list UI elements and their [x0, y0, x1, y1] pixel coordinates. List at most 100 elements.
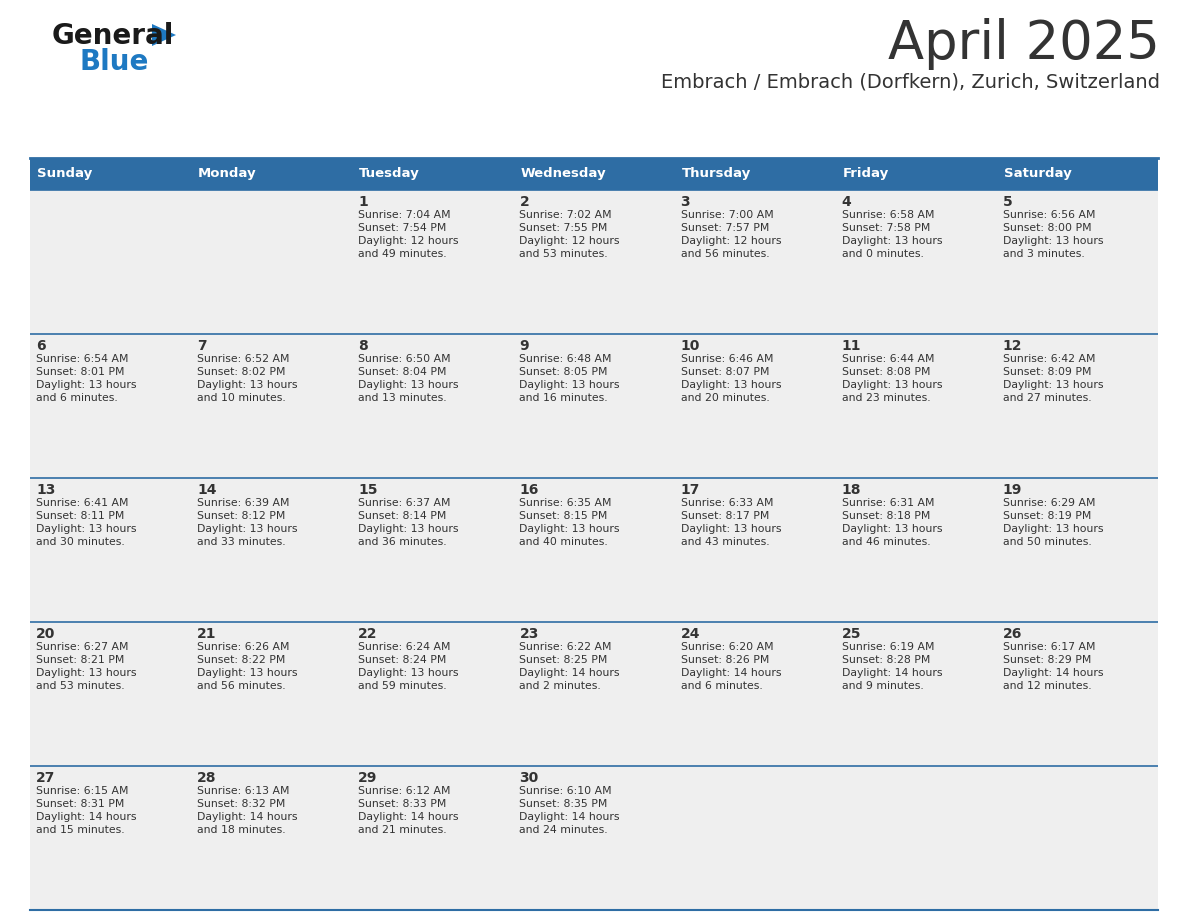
Text: Sunrise: 6:41 AM: Sunrise: 6:41 AM — [36, 498, 128, 508]
Text: Sunrise: 6:54 AM: Sunrise: 6:54 AM — [36, 354, 128, 364]
Text: Sunrise: 6:10 AM: Sunrise: 6:10 AM — [519, 786, 612, 796]
Text: Sunset: 7:54 PM: Sunset: 7:54 PM — [359, 223, 447, 233]
Polygon shape — [152, 24, 176, 46]
Text: and 9 minutes.: and 9 minutes. — [842, 681, 923, 691]
Text: Sunset: 8:11 PM: Sunset: 8:11 PM — [36, 511, 125, 521]
Text: Sunrise: 6:27 AM: Sunrise: 6:27 AM — [36, 642, 128, 652]
Text: and 6 minutes.: and 6 minutes. — [36, 393, 118, 403]
Text: and 40 minutes.: and 40 minutes. — [519, 537, 608, 547]
Text: 9: 9 — [519, 339, 529, 353]
Text: Tuesday: Tuesday — [359, 167, 421, 181]
Text: and 2 minutes.: and 2 minutes. — [519, 681, 601, 691]
Text: Daylight: 14 hours: Daylight: 14 hours — [359, 812, 459, 822]
Bar — [675, 334, 835, 478]
Text: and 6 minutes.: and 6 minutes. — [681, 681, 763, 691]
Text: Daylight: 14 hours: Daylight: 14 hours — [1003, 668, 1104, 678]
Text: Sunrise: 6:31 AM: Sunrise: 6:31 AM — [842, 498, 934, 508]
Text: Sunset: 7:58 PM: Sunset: 7:58 PM — [842, 223, 930, 233]
Text: Daylight: 13 hours: Daylight: 13 hours — [519, 380, 620, 390]
Text: 23: 23 — [519, 627, 539, 641]
Bar — [191, 478, 353, 622]
Text: Sunrise: 6:46 AM: Sunrise: 6:46 AM — [681, 354, 773, 364]
Bar — [513, 478, 675, 622]
Text: Daylight: 13 hours: Daylight: 13 hours — [197, 380, 298, 390]
Text: Blue: Blue — [80, 48, 150, 76]
Text: and 30 minutes.: and 30 minutes. — [36, 537, 125, 547]
Text: and 15 minutes.: and 15 minutes. — [36, 825, 125, 835]
Text: and 56 minutes.: and 56 minutes. — [197, 681, 286, 691]
Text: Sunrise: 6:24 AM: Sunrise: 6:24 AM — [359, 642, 450, 652]
Text: April 2025: April 2025 — [889, 18, 1159, 70]
Text: 1: 1 — [359, 195, 368, 209]
Text: Sunrise: 6:48 AM: Sunrise: 6:48 AM — [519, 354, 612, 364]
Text: Sunrise: 6:26 AM: Sunrise: 6:26 AM — [197, 642, 290, 652]
Text: General: General — [52, 22, 175, 50]
Text: Sunset: 8:33 PM: Sunset: 8:33 PM — [359, 799, 447, 809]
Text: 29: 29 — [359, 771, 378, 785]
Bar — [835, 622, 997, 766]
Text: Sunrise: 6:42 AM: Sunrise: 6:42 AM — [1003, 354, 1095, 364]
Text: and 43 minutes.: and 43 minutes. — [681, 537, 769, 547]
Text: and 33 minutes.: and 33 minutes. — [197, 537, 286, 547]
Text: Daylight: 14 hours: Daylight: 14 hours — [842, 668, 942, 678]
Text: Daylight: 14 hours: Daylight: 14 hours — [681, 668, 781, 678]
Text: and 56 minutes.: and 56 minutes. — [681, 249, 769, 259]
Text: Sunset: 8:07 PM: Sunset: 8:07 PM — [681, 367, 769, 377]
Bar — [835, 478, 997, 622]
Bar — [191, 766, 353, 910]
Text: 25: 25 — [842, 627, 861, 641]
Text: Sunset: 7:57 PM: Sunset: 7:57 PM — [681, 223, 769, 233]
Bar — [997, 190, 1158, 334]
Text: Daylight: 12 hours: Daylight: 12 hours — [359, 236, 459, 246]
Text: Daylight: 13 hours: Daylight: 13 hours — [36, 380, 137, 390]
Text: Sunset: 8:08 PM: Sunset: 8:08 PM — [842, 367, 930, 377]
Text: Sunrise: 7:00 AM: Sunrise: 7:00 AM — [681, 210, 773, 220]
Text: and 23 minutes.: and 23 minutes. — [842, 393, 930, 403]
Bar — [353, 334, 513, 478]
Text: 20: 20 — [36, 627, 56, 641]
Text: Sunset: 8:14 PM: Sunset: 8:14 PM — [359, 511, 447, 521]
Text: Sunrise: 6:19 AM: Sunrise: 6:19 AM — [842, 642, 934, 652]
Text: Daylight: 13 hours: Daylight: 13 hours — [359, 380, 459, 390]
Text: Daylight: 13 hours: Daylight: 13 hours — [842, 524, 942, 534]
Bar — [513, 334, 675, 478]
Bar — [513, 766, 675, 910]
Text: 5: 5 — [1003, 195, 1012, 209]
Text: Sunset: 8:32 PM: Sunset: 8:32 PM — [197, 799, 285, 809]
Text: 24: 24 — [681, 627, 700, 641]
Text: Sunrise: 6:15 AM: Sunrise: 6:15 AM — [36, 786, 128, 796]
Text: 14: 14 — [197, 483, 216, 497]
Text: and 13 minutes.: and 13 minutes. — [359, 393, 447, 403]
Bar — [191, 158, 353, 190]
Text: Sunset: 8:09 PM: Sunset: 8:09 PM — [1003, 367, 1092, 377]
Text: Sunrise: 6:17 AM: Sunrise: 6:17 AM — [1003, 642, 1095, 652]
Bar — [30, 190, 191, 334]
Text: Sunset: 8:02 PM: Sunset: 8:02 PM — [197, 367, 285, 377]
Bar — [30, 334, 191, 478]
Bar — [30, 478, 191, 622]
Bar — [675, 190, 835, 334]
Text: 27: 27 — [36, 771, 56, 785]
Bar — [513, 190, 675, 334]
Text: Daylight: 13 hours: Daylight: 13 hours — [197, 668, 298, 678]
Text: and 12 minutes.: and 12 minutes. — [1003, 681, 1092, 691]
Text: Daylight: 14 hours: Daylight: 14 hours — [519, 668, 620, 678]
Text: Daylight: 13 hours: Daylight: 13 hours — [681, 524, 781, 534]
Text: 18: 18 — [842, 483, 861, 497]
Text: 13: 13 — [36, 483, 56, 497]
Text: Daylight: 13 hours: Daylight: 13 hours — [842, 236, 942, 246]
Bar — [835, 766, 997, 910]
Text: and 53 minutes.: and 53 minutes. — [36, 681, 125, 691]
Text: Sunset: 8:35 PM: Sunset: 8:35 PM — [519, 799, 608, 809]
Text: and 21 minutes.: and 21 minutes. — [359, 825, 447, 835]
Text: Sunset: 8:29 PM: Sunset: 8:29 PM — [1003, 655, 1092, 665]
Text: and 46 minutes.: and 46 minutes. — [842, 537, 930, 547]
Text: Daylight: 14 hours: Daylight: 14 hours — [197, 812, 298, 822]
Text: and 18 minutes.: and 18 minutes. — [197, 825, 286, 835]
Bar — [513, 158, 675, 190]
Text: 7: 7 — [197, 339, 207, 353]
Text: Sunday: Sunday — [37, 167, 93, 181]
Bar — [30, 158, 191, 190]
Text: Sunset: 8:01 PM: Sunset: 8:01 PM — [36, 367, 125, 377]
Bar — [997, 334, 1158, 478]
